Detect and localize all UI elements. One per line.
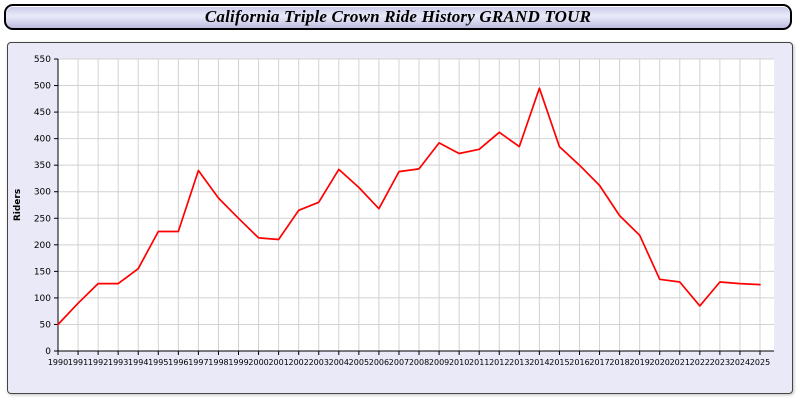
x-tick-label: 1998	[208, 358, 228, 367]
y-tick-label: 0	[45, 347, 51, 357]
x-tick-label: 1992	[88, 358, 108, 367]
x-tick-label: 2021	[670, 358, 690, 367]
x-tick-label: 2016	[569, 358, 589, 367]
x-tick-label: 2019	[629, 358, 649, 367]
x-tick-label: 2000	[248, 358, 268, 367]
chart-frame: 0 50 100 150 200 250 300 350 400 450 500 550 1990 199…	[7, 42, 793, 394]
x-tick-label: 2014	[529, 358, 549, 367]
riders-series-line	[57, 87, 761, 326]
x-tick-label: 2001	[268, 358, 288, 367]
x-tick-label: 1990	[48, 358, 68, 367]
x-tick-label: 2023	[710, 358, 730, 367]
x-tick-label: 2015	[549, 358, 569, 367]
x-tick-label: 1994	[128, 358, 148, 367]
x-tick-label: 1995	[148, 358, 168, 367]
x-tick-label: 2011	[469, 358, 489, 367]
y-tick-label: 450	[34, 108, 51, 118]
x-tick-label: 1991	[68, 358, 88, 367]
y-tick-label: 200	[34, 241, 51, 251]
y-tick-label: 50	[40, 320, 52, 330]
x-tick-label: 2006	[369, 358, 389, 367]
x-tick-label: 2003	[309, 358, 329, 367]
x-tick-label: 2025	[750, 358, 770, 367]
x-tick-label: 1996	[168, 358, 188, 367]
x-tick-label: 2024	[730, 358, 750, 367]
y-tick-label: 350	[34, 161, 51, 171]
x-tick-label: 2020	[650, 358, 670, 367]
y-tick-label: 400	[34, 135, 51, 145]
x-tick-label: 1997	[188, 358, 208, 367]
x-tick-label: 1999	[228, 358, 248, 367]
x-tick-label: 2018	[609, 358, 629, 367]
page-title: California Triple Crown Ride History GRA…	[204, 7, 592, 26]
y-tick-label: 150	[34, 267, 51, 277]
x-tick-label: 2017	[589, 358, 609, 367]
x-tick-label: 1993	[108, 358, 128, 367]
x-tick-label: 2012	[489, 358, 509, 367]
x-tick-label: 2005	[349, 358, 369, 367]
x-tick-label: 2008	[409, 358, 429, 367]
y-tick-label: 550	[34, 55, 51, 65]
y-tick-label: 250	[34, 214, 51, 224]
plot-area	[58, 59, 774, 351]
x-tick-label: 2004	[329, 358, 349, 367]
chart-title-bar: California Triple Crown Ride History GRA…	[4, 4, 792, 30]
y-tick-label: 100	[34, 294, 51, 304]
x-tick-label: 2002	[289, 358, 309, 367]
x-tick-label: 2013	[509, 358, 529, 367]
y-tick-label: 300	[34, 188, 51, 198]
x-tick-label: 2010	[449, 358, 469, 367]
x-tick-label: 2022	[690, 358, 710, 367]
x-tick-label: 2009	[429, 358, 449, 367]
x-tick-label: 2007	[389, 358, 409, 367]
y-axis-title: Riders	[13, 189, 23, 221]
y-tick-label: 500	[34, 82, 51, 92]
